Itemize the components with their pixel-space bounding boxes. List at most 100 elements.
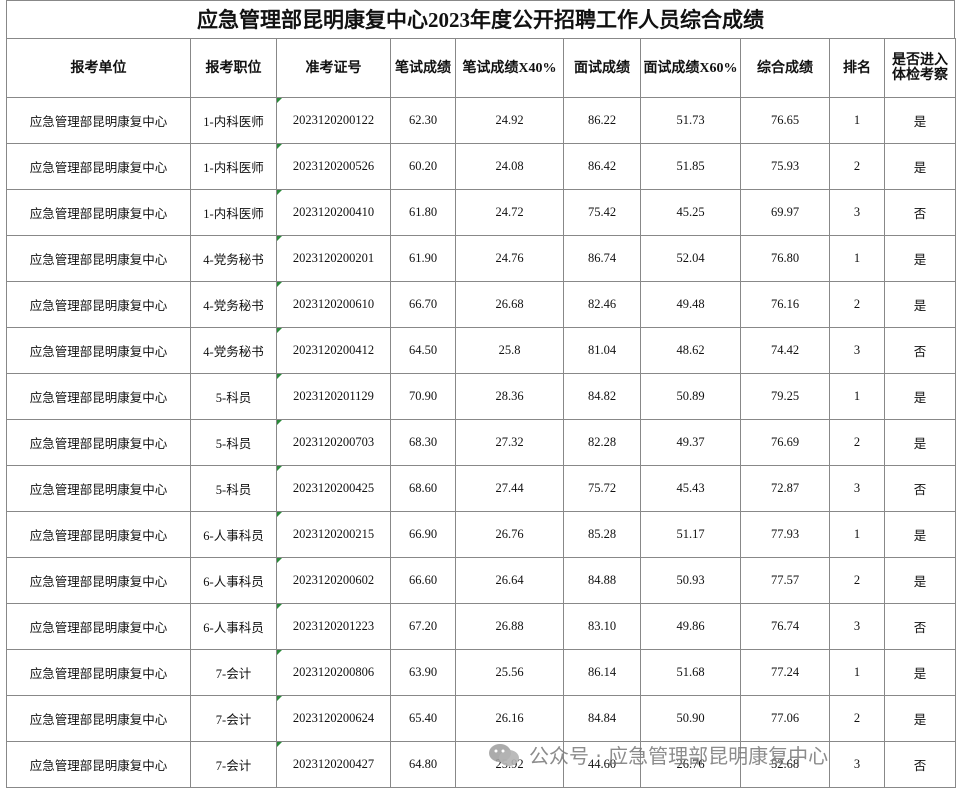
cell: 是 (884, 695, 956, 742)
cell: 60.20 (390, 143, 456, 190)
header-cell: 面试成绩X60% (640, 38, 741, 98)
cell: 61.90 (390, 235, 456, 282)
cell: 62.30 (390, 97, 456, 144)
table-row: 应急管理部昆明康复中心 5-科员 2023120200703 68.30 27.32 82… (6, 419, 956, 466)
cell: 应急管理部昆明康复中心 (6, 603, 191, 650)
cell: 2 (829, 695, 885, 742)
cell: 2 (829, 557, 885, 604)
cell: 3 (829, 741, 885, 788)
cell: 2023120200201 (276, 235, 391, 282)
cell: 2 (829, 419, 885, 466)
cell: 是 (884, 97, 956, 144)
cell: 应急管理部昆明康复中心 (6, 373, 191, 420)
cell: 应急管理部昆明康复中心 (6, 695, 191, 742)
cell: 1 (829, 511, 885, 558)
cell: 2 (829, 281, 885, 328)
table-row: 应急管理部昆明康复中心 1-内科医师 2023120200410 61.80 24.72… (6, 189, 956, 236)
cell: 是 (884, 511, 956, 558)
cell: 84.82 (563, 373, 641, 420)
cell: 应急管理部昆明康复中心 (6, 235, 191, 282)
header-cell: 笔试成绩X40% (455, 38, 564, 98)
cell: 52.04 (640, 235, 741, 282)
cell: 72.87 (740, 465, 830, 512)
cell: 3 (829, 327, 885, 374)
cell: 3 (829, 603, 885, 650)
cell: 76.69 (740, 419, 830, 466)
cell: 5-科员 (190, 465, 277, 512)
cell: 否 (884, 603, 956, 650)
table-row: 应急管理部昆明康复中心 1-内科医师 2023120200122 62.30 24.92… (6, 97, 956, 144)
cell: 51.17 (640, 511, 741, 558)
cell: 50.90 (640, 695, 741, 742)
cell: 28.36 (455, 373, 564, 420)
cell: 否 (884, 741, 956, 788)
cell: 75.42 (563, 189, 641, 236)
cell: 应急管理部昆明康复中心 (6, 419, 191, 466)
cell: 48.62 (640, 327, 741, 374)
cell: 64.80 (390, 741, 456, 788)
cell: 3 (829, 189, 885, 236)
cell: 76.80 (740, 235, 830, 282)
cell: 66.90 (390, 511, 456, 558)
cell: 45.25 (640, 189, 741, 236)
cell: 1 (829, 97, 885, 144)
cell: 86.42 (563, 143, 641, 190)
cell: 24.08 (455, 143, 564, 190)
cell: 70.90 (390, 373, 456, 420)
cell: 50.89 (640, 373, 741, 420)
header-cell: 综合成绩 (740, 38, 830, 98)
title: 应急管理部昆明康复中心2023年度公开招聘工作人员综合成绩 (6, 0, 955, 38)
score-table: 报考单位 报考职位 准考证号 笔试成绩 笔试成绩X40% 面试成绩 面试成绩X60% 综合成绩… (6, 38, 956, 788)
cell: 是 (884, 419, 956, 466)
cell: 27.44 (455, 465, 564, 512)
cell: 76.65 (740, 97, 830, 144)
cell: 49.86 (640, 603, 741, 650)
table-row: 应急管理部昆明康复中心 1-内科医师 2023120200526 60.20 24.08… (6, 143, 956, 190)
cell: 1-内科医师 (190, 189, 277, 236)
cell: 66.70 (390, 281, 456, 328)
cell: 是 (884, 143, 956, 190)
cell: 2 (829, 143, 885, 190)
cell: 49.48 (640, 281, 741, 328)
cell: 26.68 (455, 281, 564, 328)
cell: 51.68 (640, 649, 741, 696)
cell: 2023120200624 (276, 695, 391, 742)
cell: 84.84 (563, 695, 641, 742)
cell: 7-会计 (190, 741, 277, 788)
header-cell: 排名 (829, 38, 885, 98)
table-row: 应急管理部昆明康复中心7-会计202312020042764.8025.9244… (6, 741, 956, 788)
cell: 75.72 (563, 465, 641, 512)
cell: 26.76 (640, 741, 741, 788)
cell: 2023120200602 (276, 557, 391, 604)
cell: 26.88 (455, 603, 564, 650)
cell: 86.14 (563, 649, 641, 696)
table-row: 应急管理部昆明康复中心 7-会计 2023120200806 63.90 25.56 86… (6, 649, 956, 696)
header-row: 报考单位 报考职位 准考证号 笔试成绩 笔试成绩X40% 面试成绩 面试成绩X60% 综合成绩… (6, 38, 956, 98)
cell: 6-人事科员 (190, 603, 277, 650)
cell: 26.64 (455, 557, 564, 604)
cell: 77.57 (740, 557, 830, 604)
cell: 是 (884, 235, 956, 282)
cell: 5-科员 (190, 373, 277, 420)
cell: 50.93 (640, 557, 741, 604)
cell: 2023120200526 (276, 143, 391, 190)
cell: 应急管理部昆明康复中心 (6, 649, 191, 696)
cell: 应急管理部昆明康复中心 (6, 189, 191, 236)
table-row: 应急管理部昆明康复中心 4-党务秘书 2023120200610 66.70 26.68… (6, 281, 956, 328)
cell: 25.8 (455, 327, 564, 374)
wechat-icon (489, 743, 519, 766)
cell: 7-会计 (190, 649, 277, 696)
cell: 应急管理部昆明康复中心 (6, 281, 191, 328)
cell: 69.97 (740, 189, 830, 236)
cell: 是 (884, 373, 956, 420)
cell: 1 (829, 373, 885, 420)
cell: 2023120201223 (276, 603, 391, 650)
cell: 84.88 (563, 557, 641, 604)
header-cell: 报考职位 (190, 38, 277, 98)
cell: 68.60 (390, 465, 456, 512)
header-cell: 报考单位 (6, 38, 191, 98)
cell: 5-科员 (190, 419, 277, 466)
cell: 77.24 (740, 649, 830, 696)
cell: 86.22 (563, 97, 641, 144)
